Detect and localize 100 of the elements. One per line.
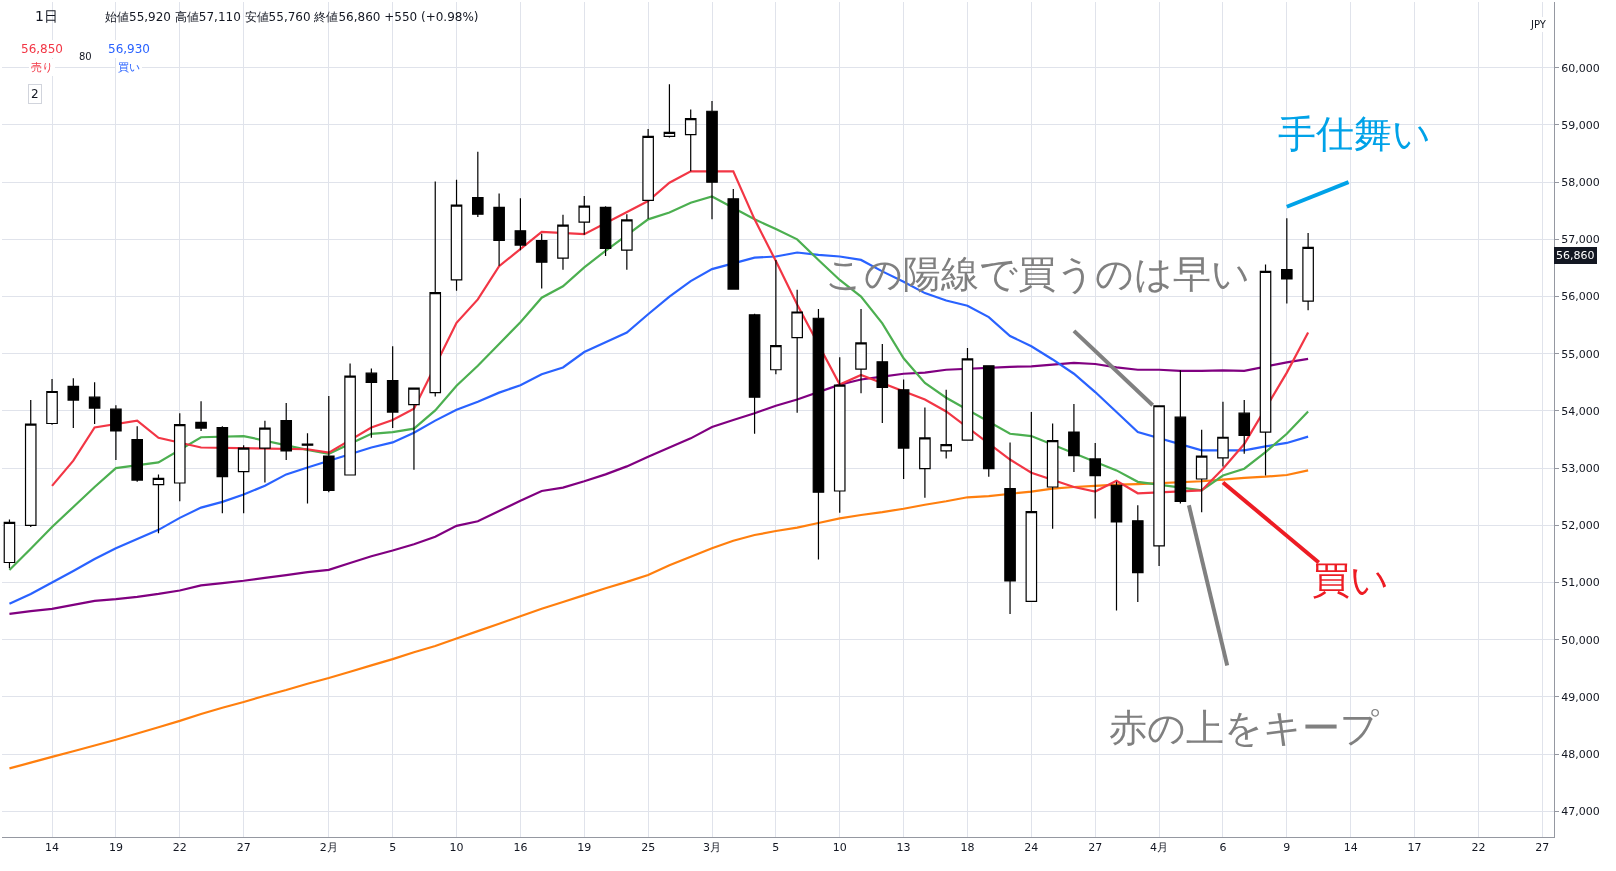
x-tick-label: 10	[449, 841, 464, 855]
annotation: JPY	[1530, 19, 1547, 30]
line-series	[8, 195, 1310, 572]
candlestick	[578, 195, 591, 236]
candlestick	[557, 214, 569, 271]
annotation: 買い	[1312, 558, 1389, 602]
candlestick	[322, 395, 335, 493]
annotation: 買い	[118, 61, 140, 74]
candlestick	[514, 197, 527, 251]
candlestick	[67, 377, 80, 429]
candlestick	[727, 188, 740, 291]
candlestick	[386, 345, 399, 429]
candlestick	[152, 473, 165, 534]
line-series	[50, 170, 1310, 495]
text: 始値55,920 高値57,110 安値55,760 終値56,860 +550 (+0.98%)	[105, 10, 479, 24]
x-tick-label: 13	[896, 841, 911, 855]
candlestick	[280, 402, 293, 461]
y-tick-label: 47,000	[1561, 805, 1600, 819]
candlestick	[493, 192, 505, 267]
candlestick	[663, 83, 676, 137]
x-tick-label: 3月	[703, 841, 721, 855]
x-tick-label: 19	[108, 841, 123, 855]
annotation: 56,850	[21, 42, 63, 56]
text: 56,860	[1556, 249, 1595, 262]
candlestick	[429, 180, 442, 398]
candlestick	[195, 400, 207, 432]
x-tick-label: 4月	[1150, 841, 1169, 855]
candlestick	[88, 381, 101, 425]
candlestick	[770, 259, 782, 375]
x-tick-label: 5	[772, 841, 780, 855]
line-series	[8, 251, 1310, 605]
y-tick-label: 60,000	[1561, 61, 1600, 75]
candlestick	[1046, 422, 1059, 530]
candlestick	[1281, 217, 1293, 304]
candlestick	[301, 432, 314, 505]
y-tick-label: 52,000	[1561, 519, 1600, 533]
annotation: 赤の上をキープ	[1109, 706, 1379, 750]
candlestick	[46, 378, 58, 426]
candlestick	[706, 100, 718, 220]
x-tick-label: 22	[1471, 841, 1486, 855]
candlestick	[812, 308, 825, 561]
x-tick-label: 27	[1088, 841, 1103, 855]
candlestick	[1174, 369, 1187, 505]
candlestick	[1195, 429, 1208, 513]
candlestick	[450, 179, 463, 292]
candlestick	[684, 108, 697, 172]
line-series	[8, 357, 1310, 616]
candlestick	[535, 233, 548, 290]
candlestick	[961, 347, 974, 441]
x-tick-label: 2月	[319, 841, 338, 855]
x-tick-label: 14	[1343, 841, 1358, 855]
candlestick	[1025, 411, 1038, 602]
y-tick-label: 53,000	[1561, 461, 1600, 475]
candlestick	[791, 289, 803, 414]
y-tick-label: 58,000	[1561, 176, 1600, 189]
candlestick	[1004, 441, 1016, 615]
candlestick	[344, 362, 356, 476]
y-tick-label: 51,000	[1561, 576, 1600, 590]
candlestick	[621, 213, 633, 271]
candlestick	[1068, 403, 1080, 473]
candlestick	[1089, 442, 1102, 520]
candlestick	[982, 365, 995, 478]
candlestick	[1238, 399, 1251, 455]
x-tick-label: 16	[513, 841, 528, 855]
candlestick	[748, 313, 761, 435]
candlestick	[173, 412, 186, 502]
candlestick	[642, 128, 654, 220]
x-tick-label: 25	[641, 841, 656, 855]
x-tick-label: 10	[832, 841, 847, 855]
x-tick-label: 22	[172, 841, 187, 855]
candlestick	[599, 205, 612, 257]
candlestick	[1131, 504, 1144, 603]
x-tick-label: 17	[1407, 841, 1422, 855]
y-tick-label: 54,000	[1561, 404, 1600, 418]
y-tick-label: 56,000	[1561, 290, 1600, 304]
candlestick	[365, 368, 378, 439]
annotation: 売り	[31, 61, 53, 74]
x-tick-label: 27	[1535, 841, 1550, 855]
candlestick	[472, 151, 484, 218]
candlestick	[131, 425, 143, 483]
y-tick-label: 59,000	[1561, 118, 1600, 132]
x-tick-label: 27	[236, 841, 251, 855]
candlestick	[919, 406, 931, 499]
candlestick	[216, 425, 229, 514]
x-tick-label: 5	[389, 841, 397, 855]
x-tick-label: 24	[1024, 841, 1039, 855]
text: 1日	[35, 8, 58, 24]
y-tick-label: 49,000	[1561, 690, 1600, 704]
candlestick	[1153, 405, 1165, 567]
candlestick	[259, 420, 271, 484]
candlestick	[237, 444, 250, 514]
y-tick-label: 50,000	[1561, 633, 1600, 647]
candlestick	[3, 518, 16, 569]
candlestick	[940, 389, 952, 459]
candlestick	[855, 308, 867, 394]
candlestick	[897, 378, 910, 480]
annotation: 80	[79, 51, 92, 62]
x-tick-label: 18	[960, 841, 975, 855]
annotation: 手仕舞い	[1278, 112, 1431, 156]
x-tick-label: 19	[577, 841, 592, 855]
